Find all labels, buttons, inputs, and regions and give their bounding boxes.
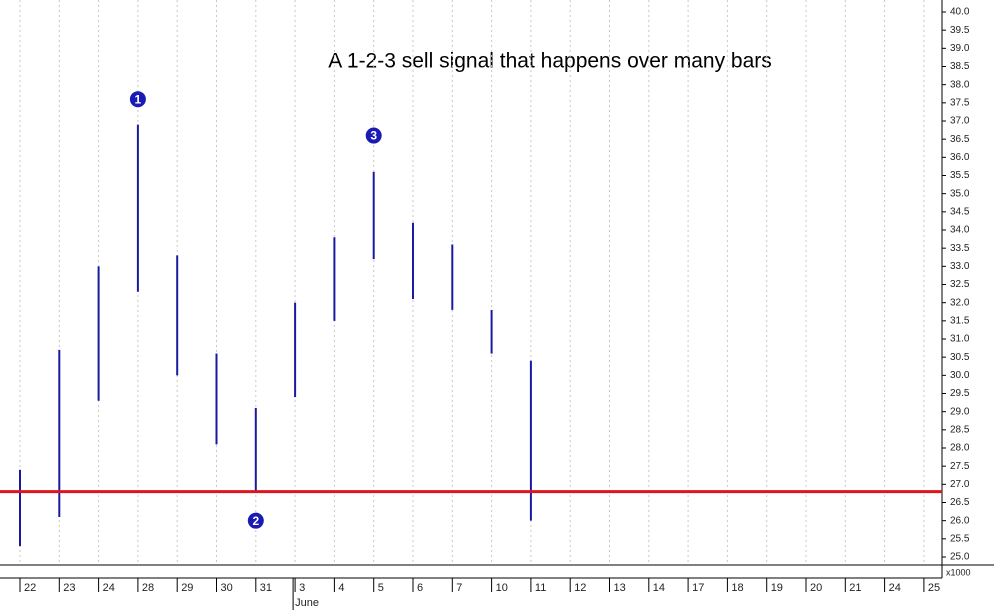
x-tick-label: 11: [535, 582, 546, 594]
annotation-marker: [247, 512, 264, 529]
y-tick-label: 31.0: [950, 334, 970, 345]
annotation-label: 2: [252, 514, 259, 528]
annotation-marker: [365, 127, 382, 144]
y-tick-label: 37.0: [950, 116, 970, 127]
y-tick-label: 25.5: [950, 533, 970, 544]
y-tick-label: 33.5: [950, 243, 970, 254]
y-tick-label: 29.5: [950, 388, 970, 399]
y-tick-label: 34.0: [950, 225, 970, 236]
x-tick-label: 18: [731, 582, 743, 594]
y-tick-label: 26.5: [950, 497, 970, 508]
x-tick-label: 25: [928, 582, 940, 594]
y-tick-label: 28.5: [950, 424, 970, 435]
x-tick-label: 5: [378, 582, 384, 594]
x-tick-label: 17: [692, 582, 704, 594]
x-tick-label: 14: [653, 582, 665, 594]
x-tick-label: 12: [574, 582, 586, 594]
y-tick-label: 26.0: [950, 515, 970, 526]
annotation-marker: [129, 91, 146, 108]
y-tick-label: 31.5: [950, 315, 970, 326]
annotation-label: 3: [370, 129, 377, 143]
x-tick-label: 3: [299, 582, 305, 594]
y-tick-label: 37.5: [950, 97, 970, 108]
x-tick-label: 20: [810, 582, 822, 594]
y-tick-label: 29.0: [950, 406, 970, 417]
y-tick-label: 36.5: [950, 134, 970, 145]
x-tick-label: 22: [24, 582, 36, 594]
y-tick-label: 30.5: [950, 352, 970, 363]
y-tick-label: 38.0: [950, 79, 970, 90]
y-tick-label: 39.5: [950, 25, 970, 36]
y-tick-label: 35.0: [950, 188, 970, 199]
y-tick-label: 25.0: [950, 552, 970, 563]
y-tick-label: 27.0: [950, 479, 970, 490]
x-tick-label: 24: [889, 582, 901, 594]
annotation-label: 1: [135, 92, 142, 106]
chart-title: A 1-2-3 sell signal that happens over ma…: [328, 50, 772, 73]
y-tick-label: 39.0: [950, 43, 970, 54]
x-tick-label: 6: [417, 582, 423, 594]
x-tick-label: 23: [63, 582, 75, 594]
x-tick-label: 31: [260, 582, 272, 594]
y-tick-label: 32.5: [950, 279, 970, 290]
x-tick-label: 29: [181, 582, 193, 594]
x-tick-label: 10: [496, 582, 508, 594]
y-tick-label: 28.0: [950, 443, 970, 454]
x-tick-label: 21: [849, 582, 861, 594]
y-tick-label: 30.0: [950, 370, 970, 381]
y-tick-label: 34.5: [950, 206, 970, 217]
month-label: June: [295, 597, 319, 609]
y-tick-label: 27.5: [950, 461, 970, 472]
x-tick-label: 4: [338, 582, 344, 594]
x-tick-label: 30: [221, 582, 233, 594]
x-tick-label: 28: [142, 582, 154, 594]
y-tick-label: 35.5: [950, 170, 970, 181]
x-tick-label: 13: [614, 582, 626, 594]
x-tick-label: 24: [103, 582, 115, 594]
y-tick-label: 32.0: [950, 297, 970, 308]
y-tick-label: 36.0: [950, 152, 970, 163]
volume-axis-label: x1000: [946, 567, 971, 577]
x-tick-label: 19: [771, 582, 783, 594]
y-tick-label: 40.0: [950, 7, 970, 18]
x-tick-label: 7: [456, 582, 462, 594]
y-tick-label: 33.0: [950, 261, 970, 272]
y-tick-label: 38.5: [950, 61, 970, 72]
